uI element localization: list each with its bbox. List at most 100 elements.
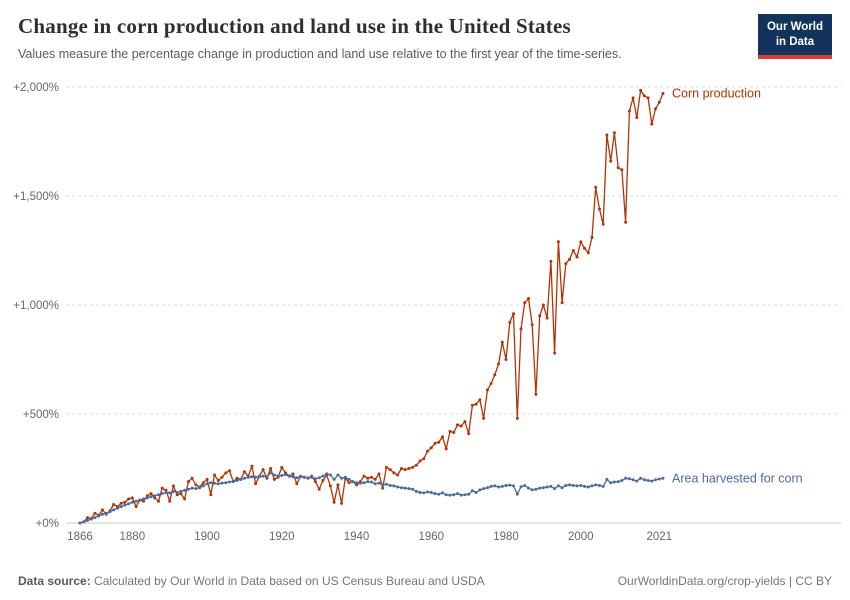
data-point-corn-production — [620, 168, 624, 172]
data-point-area-harvested-for-corn — [366, 479, 370, 483]
data-point-corn-production — [261, 467, 265, 471]
series-line-area-harvested-for-corn — [79, 472, 664, 524]
data-point-area-harvested-for-corn — [362, 481, 366, 485]
data-point-corn-production — [186, 479, 190, 483]
data-point-area-harvested-for-corn — [519, 485, 523, 489]
data-point-area-harvested-for-corn — [590, 484, 594, 488]
data-point-area-harvested-for-corn — [213, 481, 216, 485]
data-point-area-harvested-for-corn — [553, 486, 557, 490]
data-point-corn-production — [384, 465, 388, 469]
data-point-area-harvested-for-corn — [261, 474, 265, 478]
data-point-area-harvested-for-corn — [635, 479, 639, 483]
data-point-area-harvested-for-corn — [93, 515, 97, 519]
data-point-corn-production — [134, 504, 138, 508]
data-point-area-harvested-for-corn — [467, 492, 471, 496]
data-point-corn-production — [549, 259, 553, 263]
data-point-corn-production — [422, 457, 426, 461]
data-point-corn-production — [168, 499, 172, 503]
data-point-area-harvested-for-corn — [418, 490, 422, 494]
data-point-area-harvested-for-corn — [414, 489, 418, 493]
data-point-corn-production — [485, 388, 489, 392]
data-point-area-harvested-for-corn — [485, 486, 489, 490]
data-point-area-harvested-for-corn — [287, 474, 291, 478]
data-point-area-harvested-for-corn — [661, 476, 665, 480]
data-point-corn-production — [373, 477, 377, 481]
data-point-area-harvested-for-corn — [153, 494, 157, 498]
data-point-corn-production — [291, 472, 295, 476]
data-point-area-harvested-for-corn — [183, 488, 187, 492]
data-point-area-harvested-for-corn — [336, 473, 340, 477]
data-point-corn-production — [179, 491, 183, 495]
data-point-corn-production — [157, 499, 160, 503]
data-point-corn-production — [347, 481, 351, 485]
data-point-area-harvested-for-corn — [343, 475, 347, 479]
data-point-area-harvested-for-corn — [616, 479, 620, 483]
data-point-area-harvested-for-corn — [534, 487, 538, 491]
chart-header-text: Change in corn production and land use i… — [18, 14, 622, 63]
data-point-corn-production — [216, 478, 220, 482]
data-point-area-harvested-for-corn — [545, 485, 549, 489]
data-point-corn-production — [601, 222, 605, 226]
data-point-area-harvested-for-corn — [370, 480, 373, 484]
data-point-corn-production — [112, 502, 116, 506]
data-point-corn-production — [627, 109, 631, 113]
data-point-area-harvested-for-corn — [646, 478, 650, 482]
x-axis-tick-label: 1866 — [67, 531, 93, 543]
data-point-area-harvested-for-corn — [269, 471, 273, 475]
data-point-corn-production — [340, 501, 344, 505]
data-point-area-harvested-for-corn — [392, 484, 396, 488]
data-point-area-harvested-for-corn — [142, 497, 145, 501]
data-point-area-harvested-for-corn — [489, 484, 493, 488]
data-point-area-harvested-for-corn — [538, 486, 542, 490]
data-point-area-harvested-for-corn — [86, 518, 89, 522]
data-point-area-harvested-for-corn — [332, 477, 336, 481]
data-point-corn-production — [272, 477, 276, 481]
data-point-corn-production — [171, 484, 175, 488]
data-point-corn-production — [586, 251, 590, 255]
data-point-area-harvested-for-corn — [328, 473, 332, 477]
data-point-corn-production — [149, 491, 153, 495]
data-point-corn-production — [541, 303, 545, 307]
data-point-area-harvested-for-corn — [575, 484, 579, 488]
data-point-corn-production — [418, 459, 422, 463]
data-point-corn-production — [235, 476, 239, 480]
data-point-area-harvested-for-corn — [340, 476, 344, 480]
data-point-corn-production — [534, 392, 538, 396]
data-point-area-harvested-for-corn — [444, 493, 448, 497]
data-point-area-harvested-for-corn — [515, 492, 519, 496]
data-point-area-harvested-for-corn — [179, 489, 183, 493]
data-point-corn-production — [575, 255, 579, 259]
series-label-area-harvested-for-corn: Area harvested for corn — [672, 471, 803, 485]
data-point-area-harvested-for-corn — [564, 483, 568, 487]
data-point-area-harvested-for-corn — [497, 485, 501, 489]
data-point-area-harvested-for-corn — [377, 481, 381, 485]
data-point-area-harvested-for-corn — [478, 488, 482, 492]
data-point-corn-production — [414, 463, 418, 467]
data-point-corn-production — [332, 500, 336, 504]
data-point-area-harvested-for-corn — [82, 520, 86, 524]
data-point-area-harvested-for-corn — [119, 504, 123, 508]
data-point-area-harvested-for-corn — [127, 502, 131, 506]
data-point-area-harvested-for-corn — [470, 489, 474, 493]
data-point-area-harvested-for-corn — [639, 476, 643, 480]
data-point-area-harvested-for-corn — [459, 493, 463, 497]
data-point-corn-production — [433, 441, 437, 445]
data-point-corn-production — [646, 96, 650, 100]
data-point-corn-production — [100, 508, 104, 512]
x-axis-tick-label: 2000 — [568, 531, 594, 543]
data-point-area-harvested-for-corn — [650, 479, 654, 483]
footer-link[interactable]: OurWorldinData.org/crop-yields | CC BY — [617, 574, 832, 588]
data-point-area-harvested-for-corn — [149, 495, 153, 499]
data-point-area-harvested-for-corn — [130, 500, 134, 504]
data-point-area-harvested-for-corn — [175, 490, 179, 494]
data-point-area-harvested-for-corn — [474, 490, 478, 494]
data-point-corn-production — [123, 500, 127, 504]
data-point-area-harvested-for-corn — [407, 486, 411, 490]
data-point-area-harvested-for-corn — [198, 486, 202, 490]
data-point-area-harvested-for-corn — [541, 486, 545, 490]
data-point-area-harvested-for-corn — [373, 482, 377, 486]
data-point-area-harvested-for-corn — [246, 475, 250, 479]
chart-title: Change in corn production and land use i… — [18, 14, 571, 38]
data-point-corn-production — [657, 100, 661, 104]
data-point-area-harvested-for-corn — [583, 484, 586, 488]
